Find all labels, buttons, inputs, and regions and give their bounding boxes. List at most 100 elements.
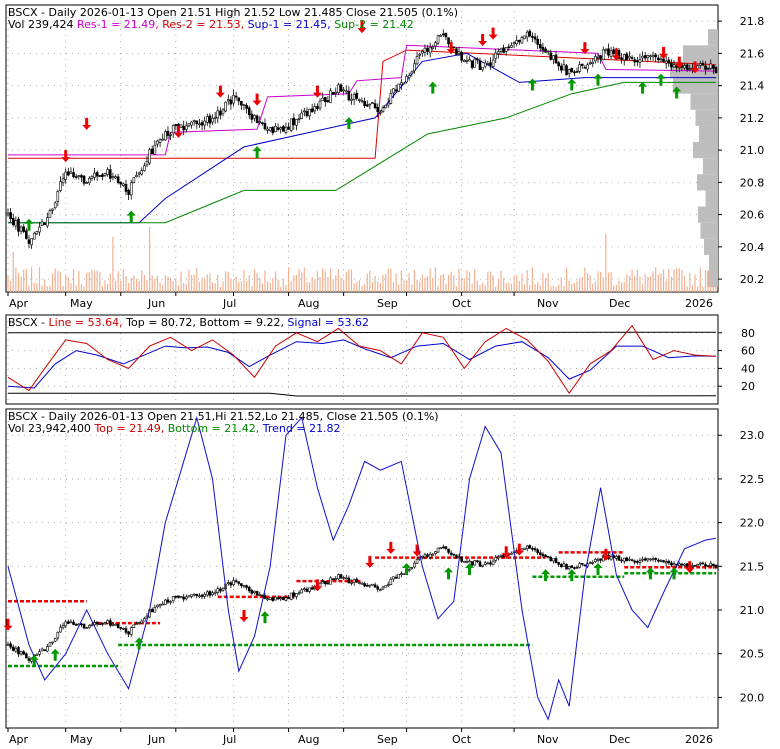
candle-body: [19, 651, 23, 655]
candle-body: [421, 50, 424, 54]
candle-body: [289, 592, 293, 600]
candle-body: [61, 178, 65, 184]
candle-body: [497, 556, 500, 559]
volume-bar: [482, 282, 484, 292]
candle-body: [392, 576, 395, 580]
volume-bar: [474, 269, 476, 292]
candle-body: [137, 172, 141, 175]
volume-bar: [681, 269, 683, 292]
volume-bar: [497, 278, 499, 292]
candle-body: [143, 165, 146, 171]
volume-bar: [411, 284, 413, 292]
volume-bar: [573, 282, 575, 292]
candle-body: [402, 82, 406, 85]
candle-body: [662, 58, 665, 62]
candle-body: [61, 625, 65, 629]
candle-body: [360, 582, 364, 585]
osc-line: [7, 324, 717, 395]
candle-body: [305, 588, 309, 592]
volume-bar: [503, 278, 505, 292]
volume-bar: [322, 268, 324, 292]
candle-body: [190, 121, 193, 126]
candle-body: [615, 556, 618, 559]
candle-body: [476, 560, 479, 562]
volume-bar: [167, 276, 169, 292]
candle-body: [331, 91, 335, 95]
candle-body: [129, 627, 133, 635]
candle-body: [698, 63, 702, 66]
candle-body: [588, 562, 592, 565]
candle-body: [300, 112, 303, 119]
candle-body: [512, 42, 516, 45]
volume-bar: [518, 280, 520, 292]
volume-bar: [51, 273, 54, 292]
candle-body: [523, 35, 526, 39]
candle-body: [394, 577, 398, 579]
sell-arrow: [82, 117, 92, 130]
candle-body: [321, 581, 324, 584]
volume-bar: [697, 286, 699, 292]
candle-body: [520, 37, 524, 44]
candle-body: [609, 555, 613, 560]
candle-body: [72, 621, 75, 625]
candle-body: [27, 658, 31, 661]
x-tick-label: Jul: [222, 297, 236, 310]
candle-body: [415, 56, 419, 65]
candle-body: [452, 46, 456, 49]
buy-arrow: [669, 567, 679, 580]
header-segment: BSCX - Daily 2026-01-13 Open 21.51 High …: [8, 6, 458, 19]
x-tick-label: 2026: [685, 733, 713, 745]
volume-profile-bar: [695, 109, 718, 126]
candle-body: [313, 106, 317, 112]
volume-bar: [636, 269, 638, 292]
candle-body: [9, 643, 12, 648]
candle-body: [400, 82, 403, 86]
candle-body: [633, 59, 637, 63]
volume-bar: [319, 276, 321, 292]
candle-body: [276, 597, 280, 600]
candle-body: [282, 596, 285, 601]
candle-body: [342, 89, 345, 92]
volume-bar: [513, 275, 515, 292]
candle-body: [234, 95, 238, 98]
candle-body: [11, 218, 15, 226]
volume-bar: [308, 282, 311, 292]
volume-bar: [550, 286, 552, 292]
candle-body: [654, 54, 657, 58]
volume-bar: [235, 276, 237, 292]
volume-bar: [710, 286, 712, 292]
trend-line: [7, 415, 717, 721]
volume-bar: [287, 267, 290, 292]
volume-bar: [523, 284, 526, 292]
candle-body: [381, 586, 385, 590]
candle-body: [292, 117, 296, 126]
candle-body: [51, 641, 54, 644]
volume-bar: [198, 282, 201, 292]
volume-bar: [343, 280, 345, 292]
volume-bar: [238, 281, 240, 292]
volume-profile: [670, 29, 718, 288]
volume-bar: [146, 279, 148, 292]
candle-body: [413, 63, 416, 72]
candle-body: [583, 564, 587, 567]
candle-body: [101, 174, 104, 177]
buy-arrow: [638, 81, 648, 94]
candle-body: [657, 559, 660, 562]
volume-bar: [613, 285, 615, 292]
candle-body: [67, 621, 70, 624]
candle-body: [171, 125, 175, 134]
volume-bar: [298, 269, 300, 292]
candle-body: [274, 596, 277, 601]
volume-bar: [232, 279, 235, 292]
candle-body: [90, 623, 94, 626]
candle-body: [321, 97, 324, 101]
candle-body: [51, 208, 54, 211]
candle-body: [266, 598, 269, 600]
y-tick-label: 21.6: [740, 47, 765, 60]
volume-bar: [647, 276, 649, 292]
candle-body: [329, 577, 332, 585]
candle-body: [258, 594, 262, 596]
candle-body: [32, 233, 36, 240]
candle-body: [641, 558, 644, 561]
sell-arrow: [412, 544, 422, 557]
